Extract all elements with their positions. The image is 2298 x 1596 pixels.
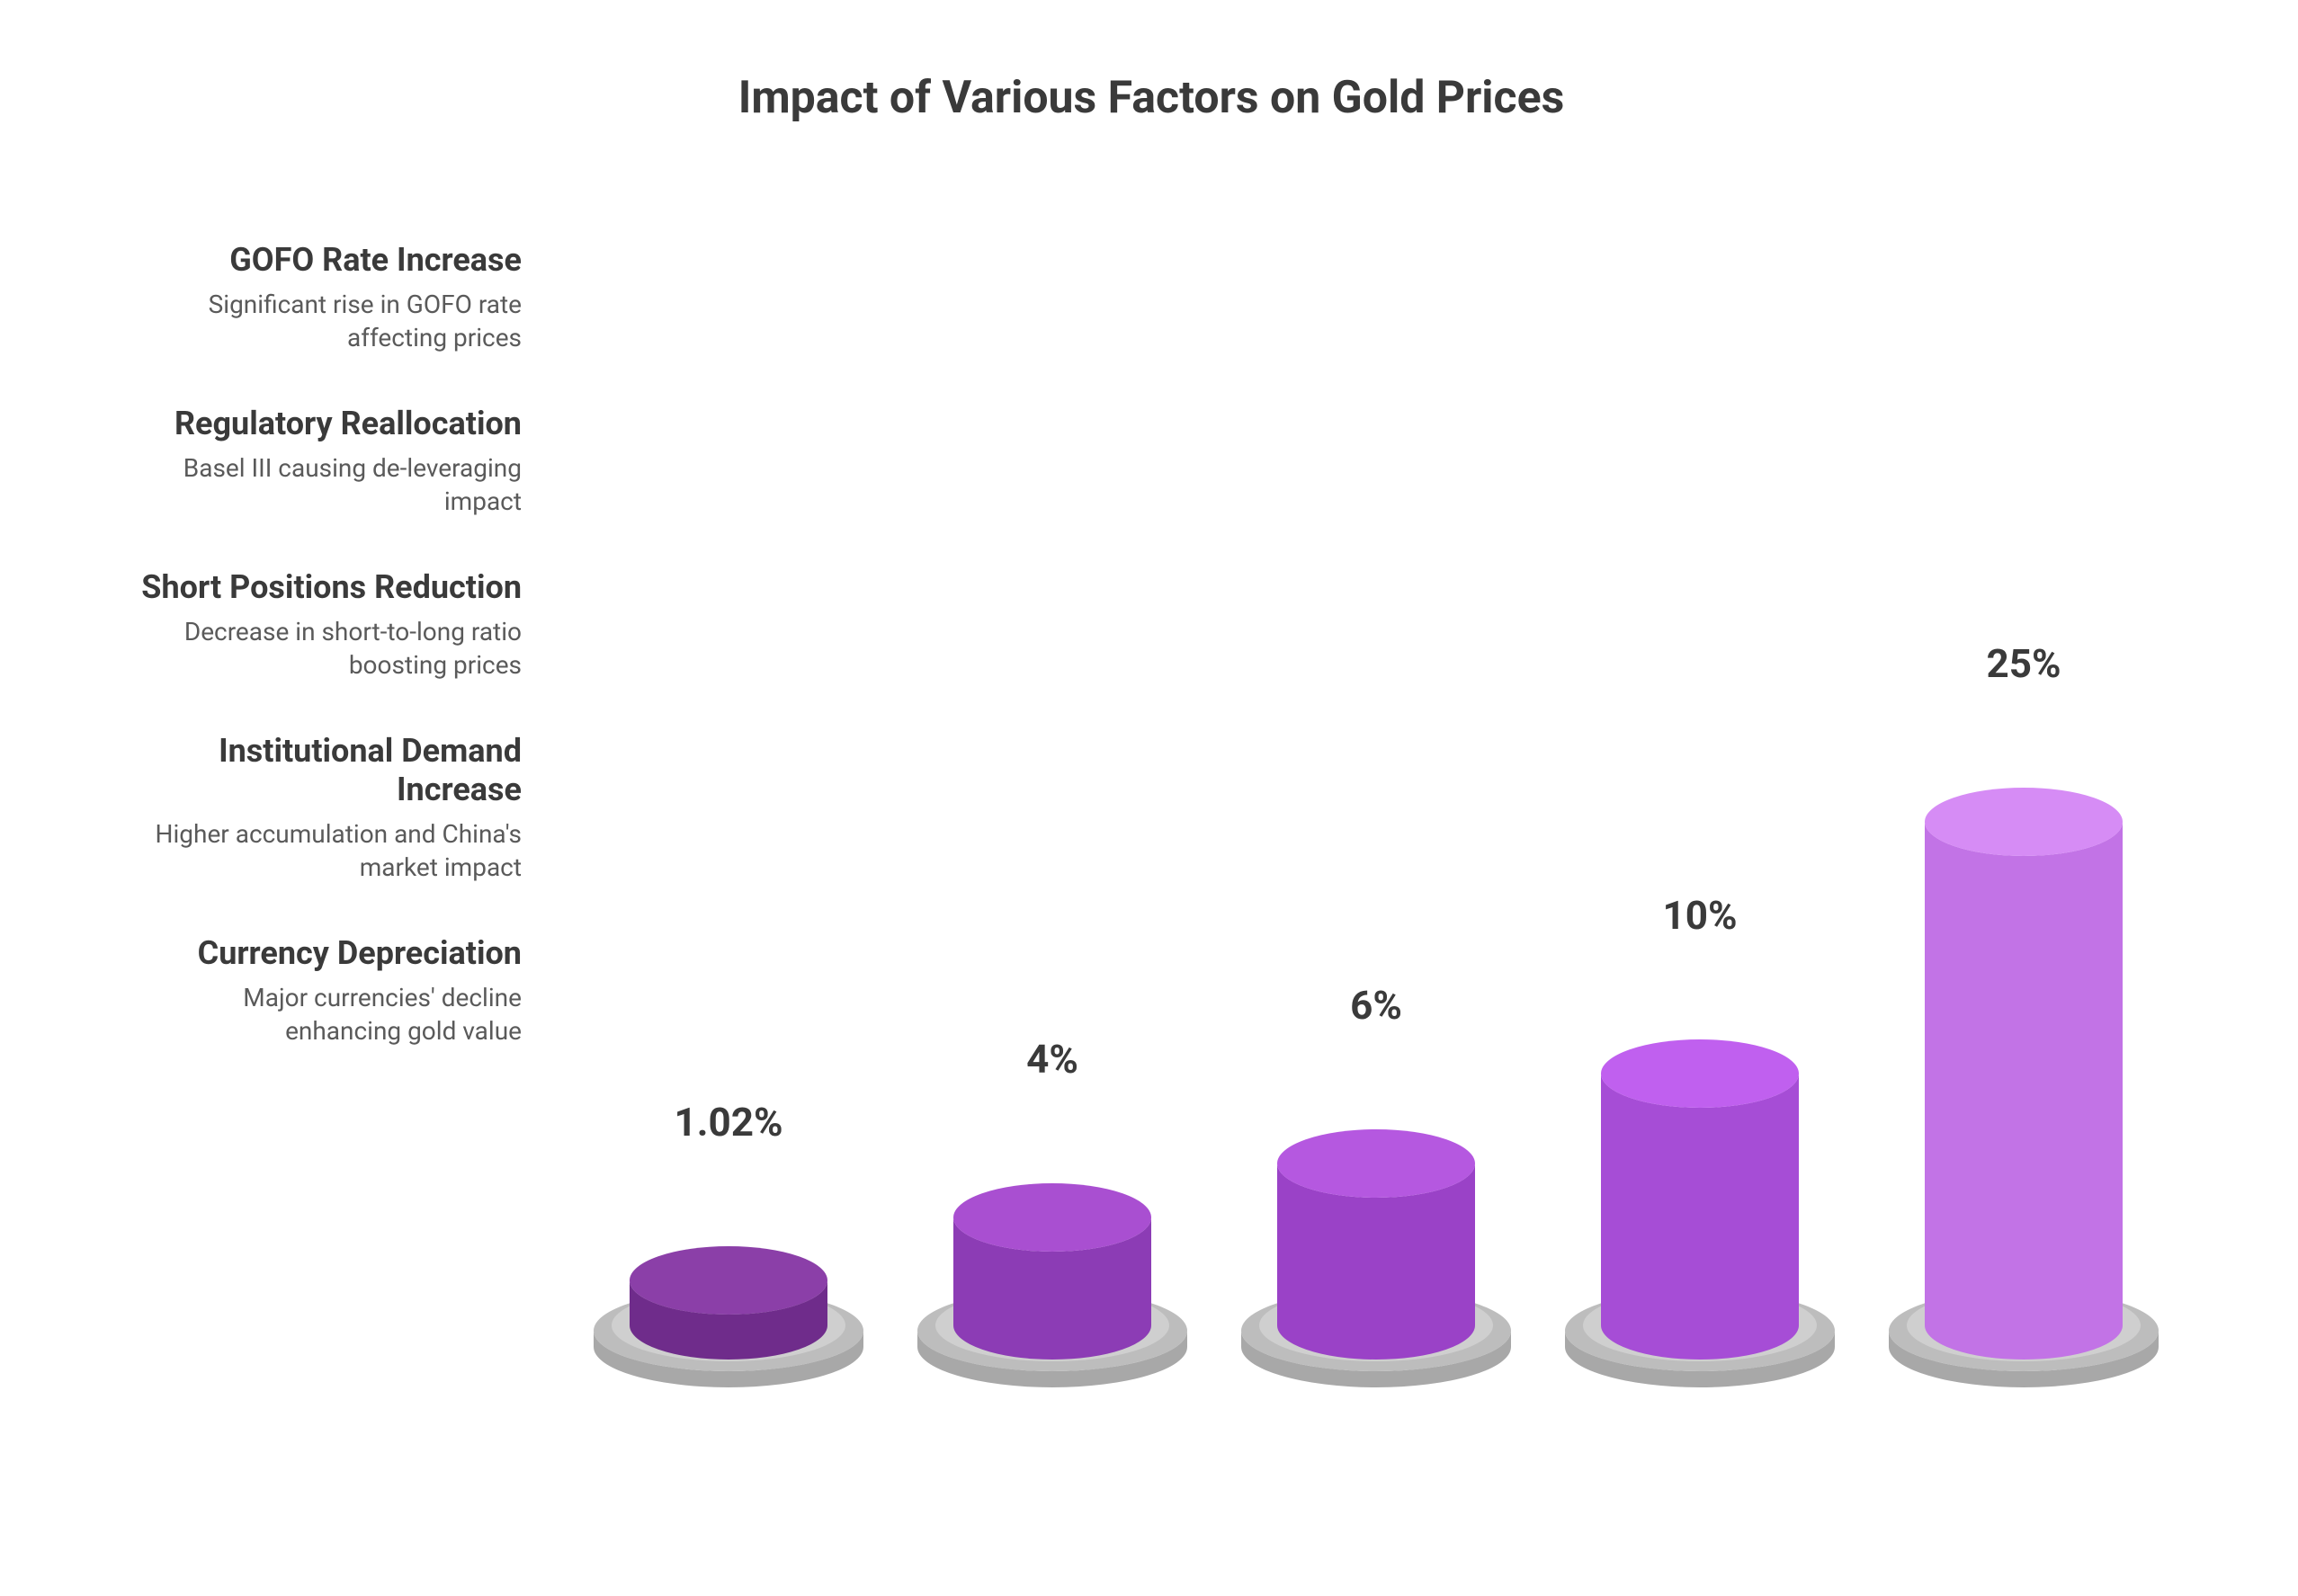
factor-title: Short Positions Reduction xyxy=(126,568,522,607)
chart-title: Impact of Various Factors on Gold Prices xyxy=(126,72,2177,124)
cylinder-svg xyxy=(908,1110,1196,1392)
cylinder-value: 10% xyxy=(1662,892,1737,939)
cylinder: 10% xyxy=(1574,892,1826,1392)
cylinder-svg xyxy=(585,1172,872,1392)
cylinder-value: 4% xyxy=(1026,1036,1078,1083)
labels-column: GOFO Rate Increase Significant rise in GO… xyxy=(126,205,549,1098)
factor-title: GOFO Rate Increase xyxy=(126,241,522,280)
factor-desc: Higher accumulation and China's market i… xyxy=(126,818,522,884)
factor-title: Currency Depreciation xyxy=(126,934,522,973)
chart-area: 1.02% 4% 6% 10% 25% xyxy=(549,205,2177,1392)
factor-label: Institutional Demand Increase Higher accu… xyxy=(126,732,522,884)
factor-title: Regulatory Reallocation xyxy=(126,405,522,443)
cylinder: 4% xyxy=(926,1036,1178,1392)
factor-title: Institutional Demand Increase xyxy=(126,732,522,809)
factor-label: Currency Depreciation Major currencies' d… xyxy=(126,934,522,1048)
factor-desc: Basel III causing de-leveraging impact xyxy=(126,452,522,518)
factor-label: Short Positions Reduction Decrease in sho… xyxy=(126,568,522,682)
factor-desc: Major currencies' decline enhancing gold… xyxy=(126,982,522,1048)
cylinder-value: 25% xyxy=(1986,640,2061,687)
cylinder: 25% xyxy=(1898,640,2150,1392)
cylinder: 6% xyxy=(1250,982,1502,1392)
factor-label: GOFO Rate Increase Significant rise in GO… xyxy=(126,241,522,354)
factor-label: Regulatory Reallocation Basel III causing… xyxy=(126,405,522,518)
cylinder-value: 6% xyxy=(1350,982,1402,1029)
cylinder: 1.02% xyxy=(603,1099,854,1392)
cylinder-svg xyxy=(1556,966,1844,1392)
cylinder-svg xyxy=(1232,1056,1520,1392)
cylinder-value: 1.02% xyxy=(674,1099,782,1146)
factor-desc: Decrease in short-to-long ratio boosting… xyxy=(126,616,522,682)
cylinder-svg xyxy=(1880,714,2168,1392)
factor-desc: Significant rise in GOFO rate affecting … xyxy=(126,289,522,354)
